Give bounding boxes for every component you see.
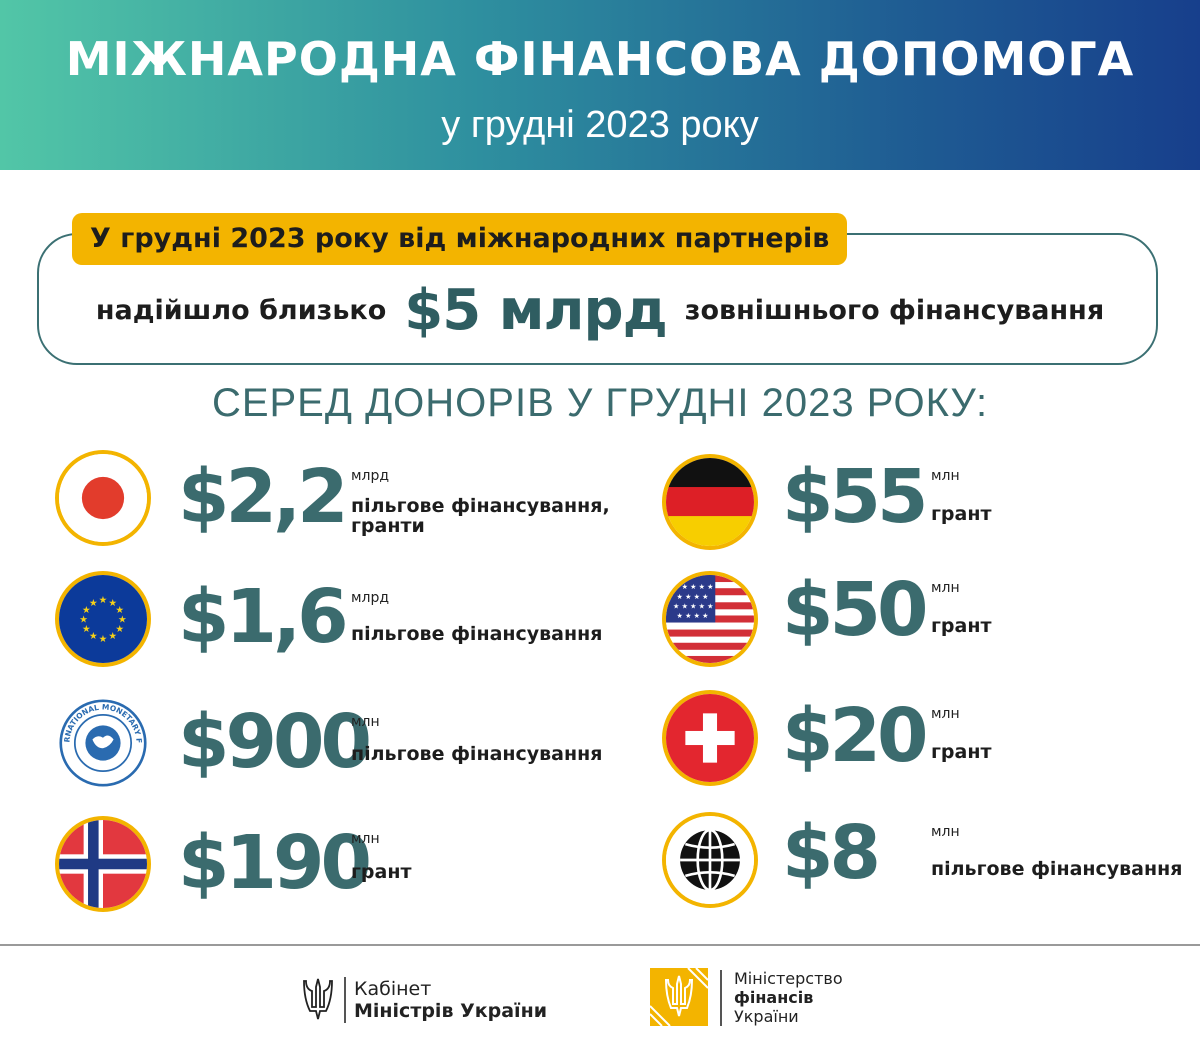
- svg-text:★: ★: [115, 624, 124, 635]
- svg-text:★: ★: [118, 615, 127, 626]
- donor-amount-imf: $900: [178, 699, 372, 785]
- donor-unit-switzerland: млн: [931, 706, 960, 722]
- donor-desc-norway: грант: [351, 861, 412, 883]
- switzerland-flag-icon: [662, 690, 758, 786]
- donor-desc-eu: пільгове фінансування: [351, 623, 603, 645]
- summary-prefix: надійшло близько: [95, 294, 387, 326]
- donor-unit-germany: млн: [931, 468, 960, 484]
- svg-text:★: ★: [79, 615, 88, 626]
- donor-unit-japan: млрд: [351, 468, 390, 484]
- svg-text:★: ★: [99, 634, 108, 645]
- ministry-logo: Міністерство фінансів України: [650, 968, 870, 1030]
- cabinet-logo-line2: Міністрів України: [354, 1000, 548, 1022]
- donor-amount-japan: $2,2: [178, 454, 349, 540]
- donor-desc-imf: пільгове фінансування: [351, 743, 603, 765]
- donor-unit-usa: млн: [931, 580, 960, 596]
- donor-desc-usa: грант: [931, 615, 992, 637]
- imf-logo-icon: INTERNATIONAL MONETARY FUND: [55, 695, 151, 791]
- donor-amount-switzerland: $20: [782, 693, 928, 779]
- donor-desc-world-bank: пільгове фінансування: [931, 858, 1183, 880]
- svg-text:★: ★: [108, 631, 117, 642]
- ministry-logo-line3: України: [734, 1007, 799, 1026]
- norway-flag-icon: [55, 816, 151, 912]
- donor-amount-usa: $50: [782, 567, 928, 653]
- donor-desc-japan: пільгове фінансування, гранти: [351, 495, 610, 537]
- svg-text:★ ★ ★ ★ ★: ★ ★ ★ ★ ★: [673, 601, 713, 610]
- page-title: МІЖНАРОДНА ФІНАНСОВА ДОПОМОГА: [65, 32, 1135, 86]
- svg-text:★: ★: [89, 598, 98, 609]
- svg-text:★ ★ ★ ★: ★ ★ ★ ★: [677, 611, 709, 620]
- eu-flag-icon: ★ ★ ★ ★ ★ ★ ★ ★ ★ ★ ★ ★: [55, 571, 151, 667]
- ministry-logo-separator: [720, 970, 722, 1026]
- svg-text:★ ★ ★ ★: ★ ★ ★ ★: [677, 592, 709, 601]
- donor-desc-japan-line2: гранти: [351, 514, 425, 537]
- summary-line: надійшло близько $5 млрд зовнішнього фін…: [0, 275, 1200, 345]
- germany-flag-icon: [662, 454, 758, 550]
- svg-text:★: ★: [82, 624, 91, 635]
- donor-desc-japan-line1: пільгове фінансування,: [351, 495, 610, 517]
- ministry-logo-line1: Міністерство: [734, 969, 843, 988]
- footer-divider: [0, 944, 1200, 946]
- donor-unit-norway: млн: [351, 831, 380, 847]
- svg-text:★: ★: [99, 595, 108, 606]
- japan-flag-icon: [55, 450, 151, 546]
- world-bank-logo-icon: [662, 812, 758, 908]
- donor-desc-switzerland: грант: [931, 741, 992, 763]
- cabinet-logo-separator: [344, 977, 346, 1023]
- donor-amount-eu: $1,6: [178, 574, 349, 660]
- svg-text:★: ★: [108, 598, 117, 609]
- donor-desc-germany: грант: [931, 503, 992, 525]
- summary-amount: $5 млрд: [404, 277, 668, 343]
- summary-suffix: зовнішнього фінансування: [684, 294, 1105, 326]
- ministry-emblem-icon: [650, 968, 708, 1026]
- svg-text:★: ★: [82, 605, 91, 616]
- ministry-logo-line2: фінансів: [734, 988, 814, 1007]
- svg-text:★: ★: [115, 605, 124, 616]
- donor-unit-eu: млрд: [351, 590, 390, 606]
- svg-text:★: ★: [89, 631, 98, 642]
- donors-heading: СЕРЕД ДОНОРІВ У ГРУДНІ 2023 РОКУ:: [211, 381, 989, 425]
- summary-tag: У грудні 2023 року від міжнародних партн…: [72, 213, 848, 265]
- cabinet-logo: Кабінет Міністрів України: [302, 975, 562, 1025]
- usa-flag-icon: ★ ★ ★ ★ ★ ★ ★ ★ ★ ★ ★ ★ ★ ★ ★ ★ ★ ★: [662, 571, 758, 667]
- donor-unit-world-bank: млн: [931, 824, 960, 840]
- donor-amount-norway: $190: [178, 820, 372, 906]
- svg-text:★ ★ ★ ★ ★: ★ ★ ★ ★ ★: [673, 582, 713, 591]
- header-banner: МІЖНАРОДНА ФІНАНСОВА ДОПОМОГА у грудні 2…: [0, 0, 1200, 170]
- cabinet-logo-line1: Кабінет: [354, 978, 432, 1000]
- page-subtitle: у грудні 2023 року: [441, 104, 759, 146]
- donor-amount-germany: $55: [782, 454, 928, 540]
- donor-unit-imf: млн: [351, 714, 380, 730]
- donor-amount-world-bank: $8: [782, 810, 881, 896]
- trident-icon: [303, 978, 333, 1020]
